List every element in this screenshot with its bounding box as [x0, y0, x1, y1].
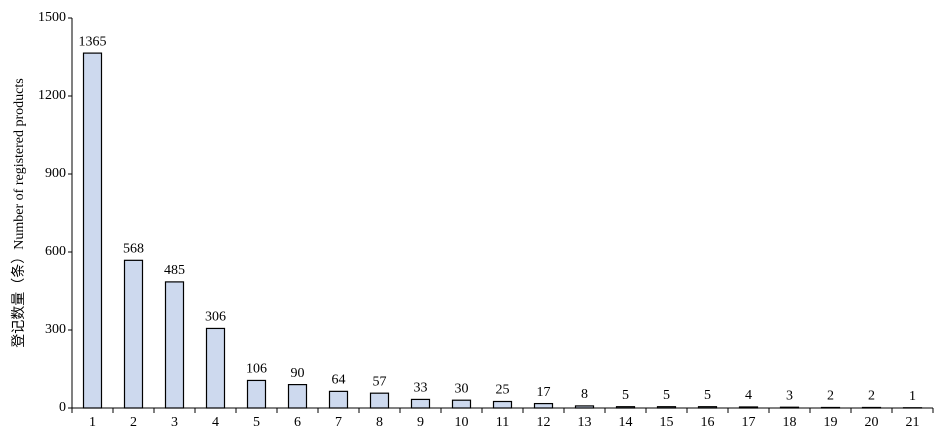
value-label: 1	[909, 389, 916, 404]
bar	[123, 259, 144, 409]
value-label: 306	[205, 310, 226, 325]
value-label: 2	[827, 389, 834, 404]
x-tick-label: 16	[701, 415, 715, 430]
x-tick-label: 1	[89, 415, 96, 430]
value-label: 5	[663, 388, 670, 403]
x-tick-label: 14	[619, 415, 633, 430]
x-tick-label: 8	[376, 415, 383, 430]
value-label: 2	[868, 389, 875, 404]
value-label: 485	[164, 263, 185, 278]
x-tick-label: 13	[578, 415, 592, 430]
x-tick-label: 11	[496, 415, 509, 430]
x-tick-label: 2	[130, 415, 137, 430]
bar	[861, 406, 882, 409]
y-tick-label: 1500	[38, 10, 66, 25]
x-tick-label: 19	[824, 415, 838, 430]
bar	[410, 398, 431, 409]
value-label: 5	[622, 388, 629, 403]
bar	[451, 399, 472, 409]
value-label: 3	[786, 388, 793, 403]
bar	[82, 52, 103, 409]
bar	[533, 402, 554, 409]
bar	[697, 406, 718, 409]
y-tick-label: 900	[45, 166, 66, 181]
bar	[164, 281, 185, 409]
value-label: 64	[332, 373, 346, 388]
y-tick-label: 0	[59, 400, 66, 415]
bar	[779, 406, 800, 409]
value-label: 25	[496, 383, 510, 398]
x-tick-label: 12	[537, 415, 551, 430]
y-tick-label: 600	[45, 244, 66, 259]
bar	[287, 384, 308, 409]
value-label: 57	[373, 374, 387, 389]
y-tick-label: 300	[45, 322, 66, 337]
x-tick-label: 7	[335, 415, 342, 430]
x-tick-label: 20	[865, 415, 879, 430]
x-tick-label: 3	[171, 415, 178, 430]
bar	[328, 390, 349, 409]
x-tick-label: 10	[455, 415, 469, 430]
x-tick-label: 6	[294, 415, 301, 430]
bar	[615, 406, 636, 409]
bar	[492, 400, 513, 409]
value-label: 106	[246, 362, 267, 377]
value-label: 17	[537, 385, 551, 400]
value-label: 4	[745, 388, 752, 403]
bar	[656, 406, 677, 409]
value-label: 5	[704, 388, 711, 403]
value-label: 33	[414, 381, 428, 396]
value-label: 30	[455, 381, 469, 396]
x-tick-label: 5	[253, 415, 260, 430]
value-label: 1365	[79, 34, 107, 49]
value-label: 90	[291, 366, 305, 381]
bar	[205, 327, 226, 409]
x-tick-label: 17	[742, 415, 756, 430]
bar	[820, 406, 841, 409]
x-tick-label: 9	[417, 415, 424, 430]
value-label: 568	[123, 242, 144, 257]
value-label: 8	[581, 387, 588, 402]
x-tick-label: 21	[906, 415, 920, 430]
bar	[574, 405, 595, 409]
bar	[738, 406, 759, 409]
y-axis-label: 登记数量（条）Number of registered products	[10, 78, 27, 347]
bar	[369, 392, 390, 409]
bar	[246, 379, 267, 409]
y-tick-label: 1200	[38, 88, 66, 103]
x-tick-label: 15	[660, 415, 674, 430]
x-tick-label: 18	[783, 415, 797, 430]
x-tick-label: 4	[212, 415, 219, 430]
